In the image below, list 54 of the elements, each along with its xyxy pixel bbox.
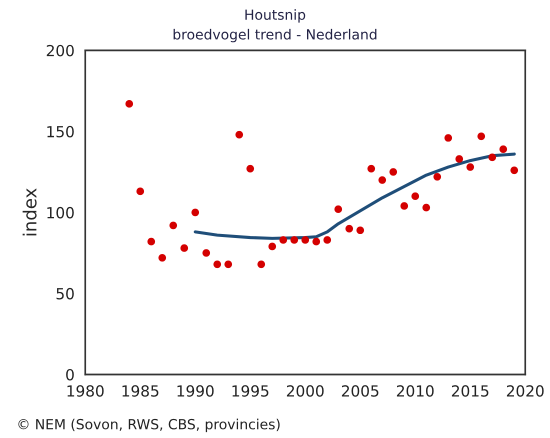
point (444, 134, 452, 142)
point (191, 208, 200, 216)
point (213, 260, 222, 268)
point (290, 236, 298, 244)
point (312, 238, 320, 246)
x-tick-label: 2000 (286, 385, 324, 397)
x-tick-label: 1985 (122, 385, 158, 397)
y-tick-label: 50 (56, 288, 74, 300)
point (466, 163, 474, 171)
x-tick-label: 2015 (452, 385, 488, 397)
point (488, 154, 496, 162)
point (510, 166, 518, 174)
point (279, 236, 288, 244)
point (257, 260, 266, 268)
chart-subtitle: broedvogel trend - Nederland (174, 28, 376, 42)
x-tick-label: 2020 (506, 385, 544, 397)
y-axis-title: index (22, 188, 37, 236)
point (202, 249, 210, 257)
point (180, 244, 188, 252)
x-tick-label: 2010 (396, 385, 434, 397)
point (400, 202, 408, 210)
point (367, 164, 376, 172)
text: © NEM (Sovon, RWS, CBS, provincies) (18, 418, 280, 432)
chart-title: Houtsnip (245, 9, 306, 23)
point (323, 236, 332, 244)
x-tick-label: 1995 (232, 385, 268, 397)
point (433, 172, 442, 181)
point (477, 132, 486, 140)
point (235, 130, 244, 138)
point (301, 236, 310, 244)
point (246, 164, 254, 172)
x-tick-label: 2005 (342, 385, 378, 397)
point (268, 242, 276, 250)
y-tick-label: 0 (66, 368, 74, 381)
point (422, 204, 430, 212)
y-tick-label: 200 (46, 44, 74, 56)
x-tick-label: 1990 (177, 385, 214, 397)
point (334, 205, 342, 213)
y-tick-label: 150 (47, 126, 74, 138)
point (224, 260, 232, 268)
point (125, 100, 134, 108)
point (499, 145, 508, 154)
y-tick-label: 100 (47, 206, 74, 218)
point (455, 155, 464, 163)
point (411, 192, 420, 200)
point (378, 176, 386, 184)
point (158, 254, 166, 262)
point (389, 168, 398, 176)
x-tick-label: 1980 (67, 385, 104, 397)
point (169, 222, 178, 230)
point (147, 238, 156, 246)
point (356, 226, 364, 234)
point (136, 188, 144, 196)
point (345, 224, 354, 232)
